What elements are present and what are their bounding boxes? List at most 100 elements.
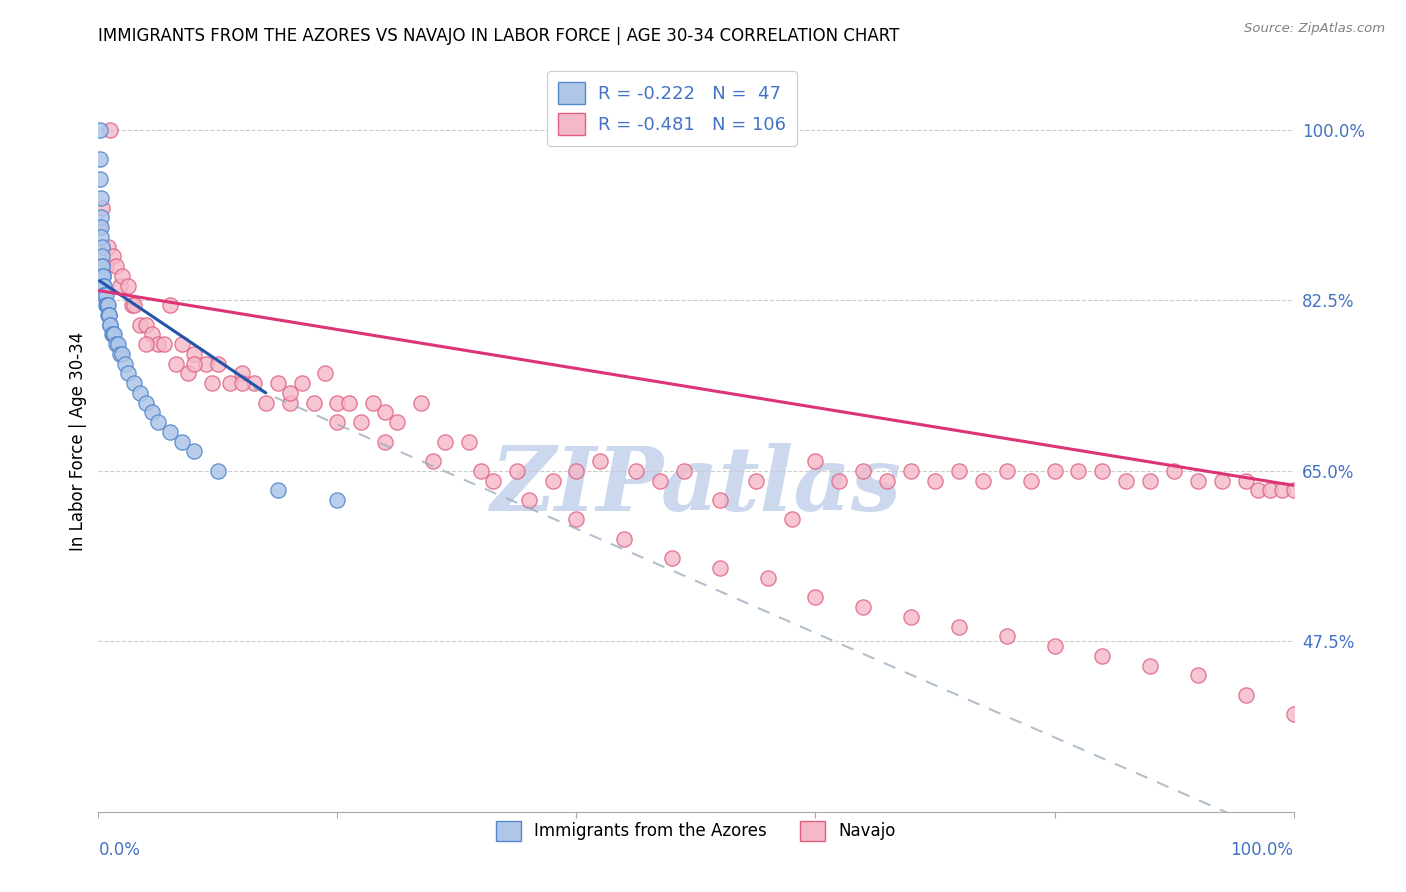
Point <box>231 376 253 390</box>
Point <box>481 474 505 488</box>
Point <box>350 415 373 429</box>
Point <box>98 308 121 322</box>
Point <box>1258 483 1281 498</box>
Point <box>94 288 117 302</box>
Point <box>506 464 529 478</box>
Point <box>90 220 112 235</box>
Point <box>1271 483 1294 498</box>
Point <box>129 385 152 400</box>
Point <box>326 493 349 508</box>
Point <box>1187 474 1209 488</box>
Point <box>91 268 114 283</box>
Point <box>828 474 851 488</box>
Point <box>673 464 696 478</box>
Point <box>101 250 124 264</box>
Point <box>661 551 683 566</box>
Point <box>709 561 731 575</box>
Point <box>219 376 242 390</box>
Point <box>1043 639 1066 653</box>
Point <box>207 357 229 371</box>
Point <box>96 298 118 312</box>
Point <box>900 610 922 624</box>
Point <box>148 415 170 429</box>
Point <box>207 464 229 478</box>
Point <box>135 395 157 409</box>
Point <box>948 464 970 478</box>
Text: IMMIGRANTS FROM THE AZORES VS NAVAJO IN LABOR FORCE | AGE 30-34 CORRELATION CHAR: IMMIGRANTS FROM THE AZORES VS NAVAJO IN … <box>98 27 900 45</box>
Point <box>470 464 492 478</box>
Point <box>1187 668 1209 682</box>
Point <box>278 385 301 400</box>
Point <box>124 376 146 390</box>
Point <box>108 278 131 293</box>
Point <box>121 298 143 312</box>
Point <box>93 288 115 302</box>
Point <box>780 512 803 526</box>
Point <box>97 298 120 312</box>
Point <box>267 483 290 498</box>
Point <box>153 337 176 351</box>
Point <box>91 201 114 215</box>
Point <box>1091 464 1114 478</box>
Point <box>96 298 118 312</box>
Point <box>589 454 612 468</box>
Point <box>326 415 349 429</box>
Point <box>117 367 139 381</box>
Point <box>91 278 114 293</box>
Point <box>541 474 564 488</box>
Point <box>97 308 120 322</box>
Point <box>254 395 277 409</box>
Point <box>141 405 163 419</box>
Point <box>565 464 588 478</box>
Point <box>98 308 121 322</box>
Point <box>129 318 152 332</box>
Point <box>613 532 636 546</box>
Point <box>148 337 170 351</box>
Point <box>385 415 409 429</box>
Point <box>756 571 779 585</box>
Point <box>900 464 922 478</box>
Point <box>103 327 125 342</box>
Point <box>98 318 122 332</box>
Point <box>107 337 129 351</box>
Point <box>94 259 117 273</box>
Point <box>363 395 385 409</box>
Point <box>183 347 205 361</box>
Point <box>100 327 122 342</box>
Point <box>1139 658 1161 673</box>
Point <box>326 395 349 409</box>
Point <box>111 268 134 283</box>
Point <box>1247 483 1270 498</box>
Point <box>89 152 111 166</box>
Point <box>105 259 128 273</box>
Point <box>302 395 325 409</box>
Point <box>995 629 1018 643</box>
Point <box>422 454 444 468</box>
Point <box>141 327 163 342</box>
Point <box>1211 474 1233 488</box>
Point <box>852 600 875 615</box>
Point <box>995 464 1018 478</box>
Point <box>117 278 139 293</box>
Point <box>98 318 122 332</box>
Y-axis label: In Labor Force | Age 30-34: In Labor Force | Age 30-34 <box>69 332 87 551</box>
Point <box>91 259 114 273</box>
Point <box>91 268 114 283</box>
Point <box>745 474 768 488</box>
Point <box>90 191 112 205</box>
Point <box>1067 464 1090 478</box>
Point <box>972 474 994 488</box>
Point <box>1163 464 1185 478</box>
Point <box>1091 648 1114 663</box>
Point <box>434 434 457 449</box>
Point <box>90 230 112 244</box>
Legend: Immigrants from the Azores, Navajo: Immigrants from the Azores, Navajo <box>489 814 903 847</box>
Point <box>411 395 433 409</box>
Point <box>804 454 827 468</box>
Point <box>1282 483 1305 498</box>
Point <box>124 298 146 312</box>
Point <box>924 474 946 488</box>
Text: Source: ZipAtlas.com: Source: ZipAtlas.com <box>1244 22 1385 36</box>
Point <box>183 444 205 458</box>
Point <box>709 493 731 508</box>
